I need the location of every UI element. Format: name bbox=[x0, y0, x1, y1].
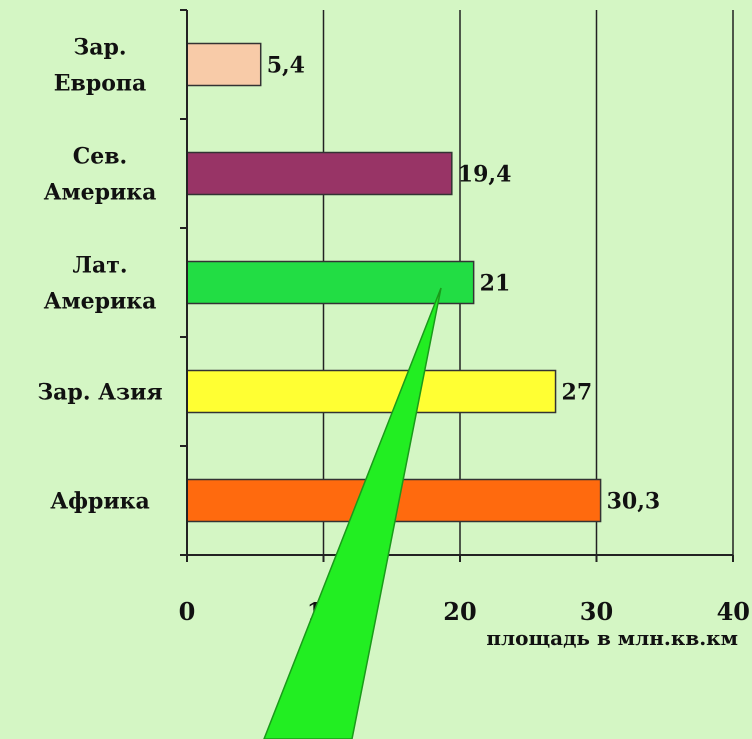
category-label-line: Америка bbox=[44, 289, 157, 315]
category-label: Зар. Европа bbox=[54, 35, 146, 97]
category-label-line: Сев. bbox=[73, 144, 127, 170]
category-label-line: Европа bbox=[54, 71, 146, 97]
category-label-line: Америка bbox=[44, 180, 157, 206]
x-tick-label: 0 bbox=[179, 597, 196, 626]
x-tick-label: 30 bbox=[580, 597, 613, 626]
data-label: 30,3 bbox=[607, 489, 661, 515]
bar bbox=[186, 369, 557, 414]
category-label-line: Зар. Азия bbox=[37, 380, 162, 406]
data-label: 21 bbox=[480, 271, 511, 297]
callout bbox=[263, 287, 442, 739]
x-tick-label: 40 bbox=[717, 597, 750, 626]
data-label: 5,4 bbox=[267, 53, 305, 79]
category-label: Сев. Америка bbox=[44, 144, 157, 206]
x-tick-label: 20 bbox=[443, 597, 476, 626]
labels: 5,4 Зар. Европа 19,4 Сев. Америка 21 Лат. Америк… bbox=[37, 35, 660, 515]
callout-pointer bbox=[263, 287, 442, 739]
bar bbox=[186, 151, 453, 196]
category-label: Лат. Америка bbox=[44, 253, 157, 315]
category-label-line: Зар. bbox=[73, 35, 126, 61]
data-label: 27 bbox=[562, 380, 593, 406]
bar bbox=[186, 260, 475, 305]
axes: 010203040 bbox=[179, 9, 750, 626]
category-label: Африка bbox=[50, 489, 150, 515]
category-label-line: Африка bbox=[50, 489, 150, 515]
data-label: 19,4 bbox=[458, 162, 512, 188]
category-label-line: Лат. bbox=[73, 253, 128, 279]
category-label: Зар. Азия bbox=[37, 380, 162, 406]
x-axis-title: площадь в млн.кв.км bbox=[486, 626, 738, 650]
bar bbox=[186, 42, 262, 87]
